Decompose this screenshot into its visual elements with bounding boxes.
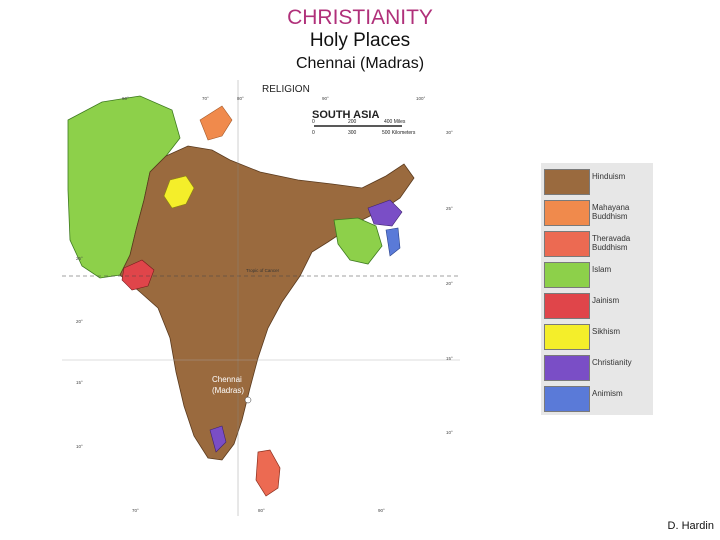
page-subtitle: Holy Places bbox=[309, 30, 411, 51]
scale-miles-1: 200 bbox=[348, 119, 357, 125]
legend-label: Islam bbox=[592, 265, 612, 274]
right-latitude-10: 10° bbox=[446, 430, 453, 435]
chennai-marker-label-line1: Chennai bbox=[212, 375, 242, 384]
legend-item: Islam bbox=[541, 262, 653, 288]
bottom-longitude-70: 70° bbox=[132, 508, 139, 513]
map-region-label: SOUTH ASIA bbox=[312, 109, 379, 121]
top-longitude-100: 100° bbox=[416, 96, 426, 101]
map-heading: RELIGION bbox=[262, 84, 310, 95]
left-latitude-25: 25° bbox=[76, 256, 83, 261]
religion-map: RELIGION SOUTH ASIA 0 200 400 Miles 0 30… bbox=[62, 80, 460, 516]
legend-swatch bbox=[544, 324, 590, 350]
scale-km-2: 500 Kilometers bbox=[382, 130, 416, 136]
legend-label: Animism bbox=[592, 389, 623, 398]
legend-swatch bbox=[544, 355, 590, 381]
right-latitude-15: 15° bbox=[446, 356, 453, 361]
page-title: CHRISTIANITY bbox=[287, 6, 433, 29]
legend-item: Jainism bbox=[541, 293, 653, 319]
right-latitude-25: 25° bbox=[446, 206, 453, 211]
christianity-region-ne bbox=[367, 199, 403, 227]
legend-swatch bbox=[544, 169, 590, 195]
map-canvas: RELIGION SOUTH ASIA 0 200 400 Miles 0 30… bbox=[62, 80, 460, 516]
top-longitude-90: 90° bbox=[322, 96, 329, 101]
legend-item: Mahayana Buddhism bbox=[541, 200, 653, 226]
legend-item: Animism bbox=[541, 386, 653, 412]
chennai-marker-label-line2: (Madras) bbox=[212, 386, 244, 395]
chennai-marker bbox=[244, 396, 252, 404]
legend-label: Sikhism bbox=[592, 327, 621, 336]
left-latitude-20: 20° bbox=[76, 319, 83, 324]
legend-swatch bbox=[544, 386, 590, 412]
scale-miles-0: 0 bbox=[312, 119, 315, 125]
jainism-region bbox=[121, 259, 155, 291]
left-latitude-10: 10° bbox=[76, 444, 83, 449]
right-latitude-30: 30° bbox=[446, 130, 453, 135]
theravada-region-sri-lanka bbox=[255, 449, 281, 497]
left-latitude-15: 15° bbox=[76, 380, 83, 385]
scale-miles-2: 400 Miles bbox=[384, 119, 406, 125]
legend-item: Sikhism bbox=[541, 324, 653, 350]
animism-region bbox=[385, 227, 401, 257]
right-latitude-20: 20° bbox=[446, 281, 453, 286]
bottom-longitude-90: 90° bbox=[378, 508, 385, 513]
legend-label: Mahayana Buddhism bbox=[592, 203, 630, 221]
legend-item: Hinduism bbox=[541, 169, 653, 195]
scale-km-1: 300 bbox=[348, 130, 357, 136]
tropic-label: Tropic of Cancer bbox=[246, 268, 280, 273]
legend-label: Hinduism bbox=[592, 172, 626, 181]
place-name: Chennai (Madras) bbox=[295, 55, 425, 72]
bottom-longitude-80: 80° bbox=[258, 508, 265, 513]
legend-swatch bbox=[544, 262, 590, 288]
author-credit: D. Hardin bbox=[667, 520, 714, 532]
islam-region-east bbox=[333, 217, 383, 265]
map-legend: Hinduism Mahayana Buddhism Theravada Buddh… bbox=[541, 163, 653, 415]
scale-km-0: 0 bbox=[312, 130, 315, 136]
top-longitude-60: 60° bbox=[122, 96, 129, 101]
legend-item: Theravada Buddhism bbox=[541, 231, 653, 257]
christianity-region-south bbox=[209, 425, 227, 453]
top-longitude-70: 70° bbox=[202, 96, 209, 101]
legend-swatch bbox=[544, 200, 590, 226]
legend-label: Christianity bbox=[592, 358, 632, 367]
legend-swatch bbox=[544, 293, 590, 319]
mahayana-region-north bbox=[199, 105, 233, 141]
legend-label: Jainism bbox=[592, 296, 620, 305]
legend-item: Christianity bbox=[541, 355, 653, 381]
top-longitude-80: 80° bbox=[237, 96, 244, 101]
legend-swatch bbox=[544, 231, 590, 257]
sikhism-region bbox=[163, 175, 195, 209]
legend-label: Theravada Buddhism bbox=[592, 234, 631, 252]
